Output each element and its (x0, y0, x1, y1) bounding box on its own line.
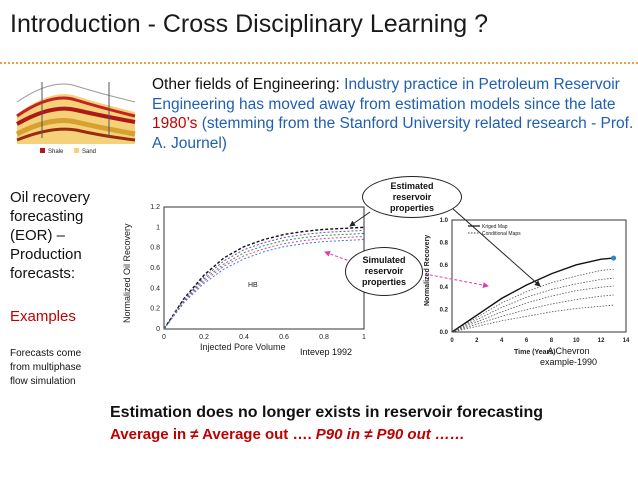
callout-line: Simulated (362, 255, 406, 265)
intro-text-a: Industry practice in Petroleum Reservoir… (152, 76, 620, 113)
callout-line: properties (361, 277, 406, 287)
chart2-legend-conditional: Conditional Maps (482, 231, 521, 237)
x-tick-label: 1 (362, 334, 366, 341)
x-tick-label: 0 (162, 334, 166, 341)
x-tick-label: 2 (475, 338, 479, 344)
left-line: forecasting (10, 208, 84, 225)
forecasts-note: Forecasts come from multiphase flow simu… (10, 347, 81, 389)
chart1-ylabel: Normalized Oil Recovery (122, 223, 132, 323)
x-tick-label: 10 (573, 338, 580, 344)
x-tick-label: 12 (598, 338, 605, 344)
left-line: Oil recovery (10, 189, 91, 206)
series-line (451, 304, 614, 333)
series-line (451, 268, 614, 333)
note-line: flow simulation (10, 376, 76, 387)
x-tick-label: 0.2 (199, 334, 209, 341)
intro-text-b: (stemming from the Stanford University r… (152, 115, 634, 152)
chart2-xlabel: Time (Years) (514, 349, 556, 356)
x-tick-label: 14 (623, 338, 630, 344)
average-statement: Average in ≠ Average out …. (110, 426, 316, 443)
conclusion-line-2: Average in ≠ Average out …. P90 in ≠ P90… (110, 426, 465, 443)
examples-label: Examples (10, 308, 76, 325)
y-tick-label: 0.8 (150, 245, 160, 252)
conclusion-line-1: Estimation does no longer exists in rese… (110, 404, 544, 421)
intro-paragraph: Other fields of Engineering: Industry pr… (152, 75, 636, 153)
y-tick-label: 1.2 (150, 204, 160, 211)
oil-recovery-label: Oil recovery forecasting (EOR) – Product… (10, 188, 90, 283)
series-line (163, 226, 365, 330)
x-tick-label: 0 (450, 338, 454, 344)
x-tick-label: 4 (500, 338, 504, 344)
source-line: example-1990 (540, 357, 598, 367)
chart1-xlabel: Injected Pore Volume (200, 342, 286, 352)
y-tick-label: 0.4 (440, 285, 449, 291)
chart1-annotation: HB (248, 282, 258, 289)
intro-year: 1980’s (152, 115, 198, 132)
series-line (163, 235, 365, 330)
y-tick-label: 1.0 (440, 218, 449, 224)
y-tick-label: 1 (156, 224, 160, 231)
callout-line: properties (389, 202, 434, 213)
estimated-properties-callout: Estimated reservoir properties (362, 176, 462, 218)
series-line (451, 285, 614, 333)
x-tick-label: 8 (550, 338, 554, 344)
chart2-legend-kriged: Kriged Map (482, 224, 508, 230)
x-tick-label: 0.6 (279, 334, 289, 341)
y-tick-label: 0.8 (440, 240, 449, 246)
page-title: Introduction - Cross Disciplinary Learni… (10, 10, 488, 38)
callout-line: Estimated (390, 180, 434, 191)
y-tick-label: 0 (156, 326, 160, 333)
series-line (163, 239, 365, 330)
note-line: from multiphase (10, 362, 82, 373)
chart1-source: Intevep 1992 (300, 347, 353, 357)
callout-line: reservoir (364, 266, 404, 276)
x-tick-label: 0.8 (319, 334, 329, 341)
geology-cross-section: Shale Sand (15, 82, 136, 155)
legend-shale: Shale (48, 149, 64, 155)
simulated-properties-callout: Simulated reservoir properties (345, 247, 423, 296)
x-tick-label: 6 (525, 338, 529, 344)
y-tick-label: 0.4 (150, 285, 160, 292)
source-line: A Chevron (547, 346, 590, 356)
series-line (163, 232, 365, 330)
left-line: Production (10, 246, 82, 263)
y-tick-label: 0.6 (440, 263, 449, 269)
kriged-endpoint (611, 255, 617, 261)
chart2-ylabel: Normalized Recovery (424, 235, 431, 306)
intro-lead: Other fields of Engineering: (152, 76, 340, 93)
series-line (451, 257, 614, 333)
title-divider (0, 62, 638, 64)
arrow-estimated-left (349, 211, 371, 227)
callout-line: reservoir (392, 191, 432, 202)
note-line: Forecasts come (10, 348, 82, 359)
p90-statement: P90 in ≠ P90 out …… (315, 426, 465, 443)
y-tick-label: 0.2 (440, 308, 449, 314)
chart2-source: A Chevron example-1990 (540, 346, 597, 368)
chart2-plot-area (451, 219, 627, 333)
y-tick-label: 0.0 (440, 330, 449, 336)
arrow-simulated-right (419, 272, 489, 289)
x-tick-label: 0.4 (239, 334, 249, 341)
y-tick-label: 0.6 (150, 265, 160, 272)
arrow-estimated-right (451, 207, 541, 287)
left-line: (EOR) – (10, 227, 66, 244)
legend-sand: Sand (82, 149, 96, 155)
y-tick-label: 0.2 (150, 306, 160, 313)
left-line: forecasts: (10, 265, 76, 282)
series-line (451, 294, 614, 333)
recovery-chart-chevron: 0.0 0.2 0.4 0.6 0.8 1.0 0 2 4 6 8 10 12 14 Kriged Ma… (424, 218, 630, 356)
